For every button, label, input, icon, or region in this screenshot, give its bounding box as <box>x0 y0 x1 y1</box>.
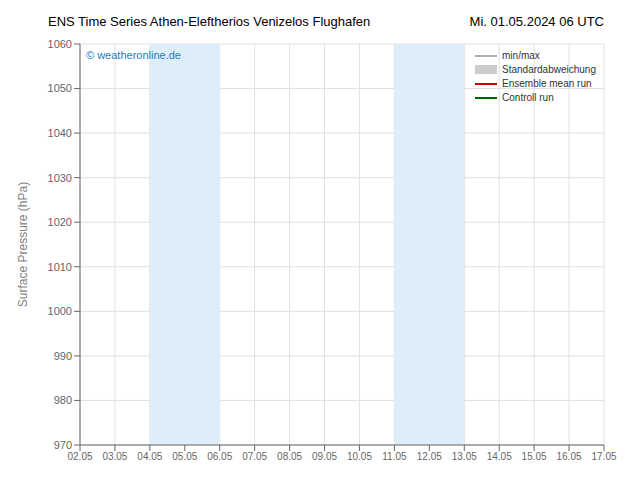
svg-text:11.05: 11.05 <box>382 451 407 462</box>
svg-text:03.05: 03.05 <box>102 451 127 462</box>
html-text:Mi. 01.05.2024 06 UTC: Mi. 01.05.2024 06 UTC <box>469 13 604 29</box>
html-text:min/max: min/max <box>502 50 540 61</box>
svg-text:1040: 1040 <box>48 127 72 139</box>
svg-text:990: 990 <box>54 350 72 362</box>
html-text:Controll run: Controll run <box>502 92 554 103</box>
svg-text:05.05: 05.05 <box>172 451 197 462</box>
svg-text:12.05: 12.05 <box>417 451 442 462</box>
svg-text:17.05: 17.05 <box>591 451 616 462</box>
svg-text:08.05: 08.05 <box>277 451 302 462</box>
svg-text:970: 970 <box>54 439 72 451</box>
svg-text:1000: 1000 <box>48 305 72 317</box>
svg-text:980: 980 <box>54 394 72 406</box>
svg-text:1030: 1030 <box>48 172 72 184</box>
svg-text:13.05: 13.05 <box>452 451 477 462</box>
html-text:Ensemble mean run: Ensemble mean run <box>502 78 592 89</box>
svg-text:1010: 1010 <box>48 261 72 273</box>
svg-text:07.05: 07.05 <box>242 451 267 462</box>
svg-text:1020: 1020 <box>48 216 72 228</box>
html-text:Standardabweichung: Standardabweichung <box>502 64 596 75</box>
svg-text:09.05: 09.05 <box>312 451 337 462</box>
svg-text:1060: 1060 <box>48 38 72 50</box>
svg-text:15.05: 15.05 <box>522 451 547 462</box>
svg-text:10.05: 10.05 <box>347 451 372 462</box>
svg-text:02.05: 02.05 <box>67 451 92 462</box>
svg-text:06.05: 06.05 <box>207 451 232 462</box>
html-text:ENS Time Series Athen-Elefther: ENS Time Series Athen-Eleftherios Venize… <box>48 13 371 29</box>
svg-text:16.05: 16.05 <box>557 451 582 462</box>
svg-text:14.05: 14.05 <box>487 451 512 462</box>
html-text:© weatheronline.de: © weatheronline.de <box>86 49 181 61</box>
svg-text:1050: 1050 <box>48 82 72 94</box>
svg-text:Surface Pressure (hPa): Surface Pressure (hPa) <box>16 182 30 307</box>
svg-text:04.05: 04.05 <box>137 451 162 462</box>
